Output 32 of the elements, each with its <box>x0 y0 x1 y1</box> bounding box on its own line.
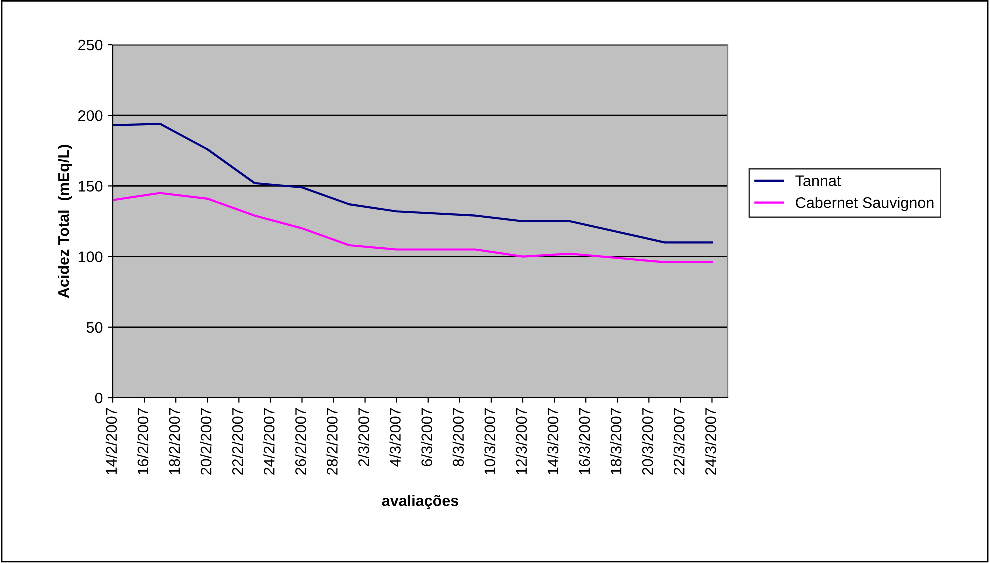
x-tick-label: 16/3/2007 <box>578 408 590 475</box>
legend-label: Cabernet Sauvignon <box>796 197 934 212</box>
x-tick-label: 14/2/2007 <box>106 408 118 475</box>
x-tick-label: 22/3/2007 <box>674 408 685 475</box>
x-tick-label: 24/2/2007 <box>264 408 275 475</box>
x-tick-label: 4/3/2007 <box>390 408 401 467</box>
y-tick-label: 150 <box>78 181 103 192</box>
line-series <box>113 123 714 244</box>
y-axis-title: Acidez Total (mEq/L) <box>58 145 72 298</box>
x-tick-label: 20/3/2007 <box>642 408 654 475</box>
x-tick-label: 18/3/2007 <box>610 408 622 475</box>
x-tick-label: 22/2/2007 <box>232 408 244 475</box>
line-series <box>113 192 714 264</box>
y-tick-label: 250 <box>78 40 103 51</box>
x-tick-label: 8/3/2007 <box>452 408 464 467</box>
x-tick-label: 16/2/2007 <box>137 408 149 475</box>
x-tick-label: 24/3/2007 <box>705 408 716 475</box>
y-tick-label: 50 <box>86 322 103 334</box>
x-tick-label: 26/2/2007 <box>295 408 306 475</box>
y-tick-label: 200 <box>78 110 103 122</box>
x-tick-label: 6/3/2007 <box>421 408 432 466</box>
x-tick-label: 20/2/2007 <box>200 408 212 475</box>
y-tick-label: 0 <box>95 392 103 404</box>
x-tick-label: 14/3/2007 <box>547 408 559 475</box>
x-tick-label: 18/2/2007 <box>168 408 180 475</box>
x-tick-label: 10/3/2007 <box>484 408 496 475</box>
x-tick-label: 12/3/2007 <box>516 408 528 475</box>
x-tick-label: 28/2/2007 <box>326 408 338 475</box>
x-axis-title: avaliações <box>382 495 459 510</box>
y-tick-label: 100 <box>78 252 103 262</box>
legend-label: Tannat <box>796 176 842 186</box>
x-tick-label: 2/3/2007 <box>358 408 370 466</box>
